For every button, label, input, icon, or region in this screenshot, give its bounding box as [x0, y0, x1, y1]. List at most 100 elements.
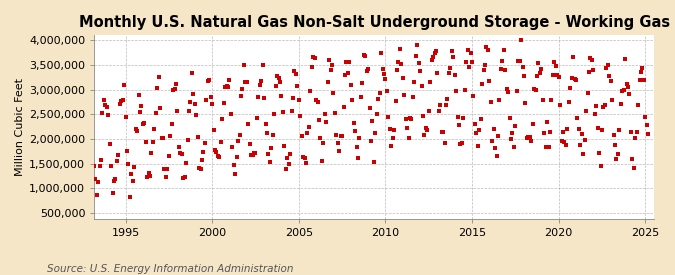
Point: [327, 63, 338, 67]
Point: [266, 146, 277, 150]
Point: [140, 140, 151, 144]
Point: [246, 153, 256, 158]
Point: [611, 157, 622, 161]
Point: [442, 97, 453, 101]
Point: [386, 144, 397, 148]
Point: [431, 49, 441, 54]
Point: [331, 133, 342, 138]
Point: [295, 114, 306, 118]
Point: [357, 81, 368, 86]
Point: [370, 131, 381, 136]
Point: [446, 49, 457, 53]
Y-axis label: Million Cubic Feet: Million Cubic Feet: [15, 78, 25, 176]
Point: [487, 139, 497, 143]
Point: [572, 116, 583, 121]
Point: [540, 144, 551, 149]
Point: [332, 141, 343, 145]
Point: [636, 70, 647, 74]
Point: [591, 104, 601, 108]
Point: [517, 64, 528, 69]
Point: [240, 80, 250, 84]
Point: [90, 177, 101, 181]
Point: [280, 167, 291, 171]
Point: [423, 109, 434, 113]
Point: [578, 152, 589, 156]
Point: [565, 86, 576, 90]
Point: [227, 145, 238, 150]
Point: [425, 80, 435, 84]
Point: [217, 117, 227, 121]
Point: [527, 122, 538, 126]
Point: [580, 109, 591, 114]
Point: [455, 142, 466, 146]
Point: [111, 159, 122, 163]
Point: [460, 87, 470, 92]
Point: [192, 134, 203, 139]
Point: [232, 155, 242, 160]
Point: [568, 55, 578, 59]
Point: [158, 136, 169, 141]
Point: [328, 91, 339, 95]
Point: [624, 92, 634, 97]
Point: [220, 85, 231, 89]
Point: [432, 71, 443, 75]
Point: [126, 171, 136, 176]
Point: [122, 149, 132, 154]
Point: [448, 55, 459, 60]
Point: [533, 60, 544, 65]
Point: [627, 157, 638, 161]
Point: [335, 134, 346, 138]
Point: [523, 135, 534, 140]
Point: [464, 64, 475, 69]
Point: [289, 69, 300, 73]
Point: [546, 98, 557, 102]
Point: [194, 166, 205, 170]
Point: [400, 117, 411, 121]
Point: [566, 76, 577, 80]
Point: [350, 129, 360, 133]
Point: [130, 127, 141, 131]
Point: [155, 106, 165, 111]
Point: [396, 62, 407, 67]
Point: [393, 60, 404, 64]
Point: [599, 103, 610, 108]
Point: [218, 101, 229, 105]
Point: [202, 79, 213, 83]
Point: [471, 130, 482, 135]
Point: [207, 102, 217, 107]
Point: [478, 68, 489, 72]
Point: [494, 98, 505, 103]
Point: [87, 146, 98, 150]
Point: [163, 154, 174, 159]
Point: [376, 51, 387, 55]
Point: [348, 120, 359, 125]
Point: [124, 195, 135, 200]
Point: [364, 106, 375, 110]
Point: [392, 68, 402, 73]
Point: [409, 80, 420, 84]
Point: [556, 139, 567, 143]
Point: [104, 141, 115, 146]
Point: [500, 67, 511, 72]
Point: [309, 56, 320, 60]
Point: [236, 94, 246, 98]
Point: [305, 89, 316, 93]
Point: [190, 102, 200, 107]
Point: [543, 144, 554, 149]
Point: [223, 85, 234, 89]
Point: [298, 155, 308, 159]
Point: [284, 162, 294, 167]
Point: [242, 80, 252, 84]
Point: [288, 96, 298, 100]
Point: [224, 78, 235, 82]
Point: [414, 68, 425, 73]
Point: [201, 97, 212, 102]
Point: [582, 91, 593, 96]
Point: [404, 116, 415, 120]
Point: [191, 113, 202, 117]
Point: [208, 128, 219, 132]
Point: [172, 109, 183, 114]
Point: [621, 82, 632, 87]
Point: [161, 174, 171, 179]
Point: [198, 149, 209, 154]
